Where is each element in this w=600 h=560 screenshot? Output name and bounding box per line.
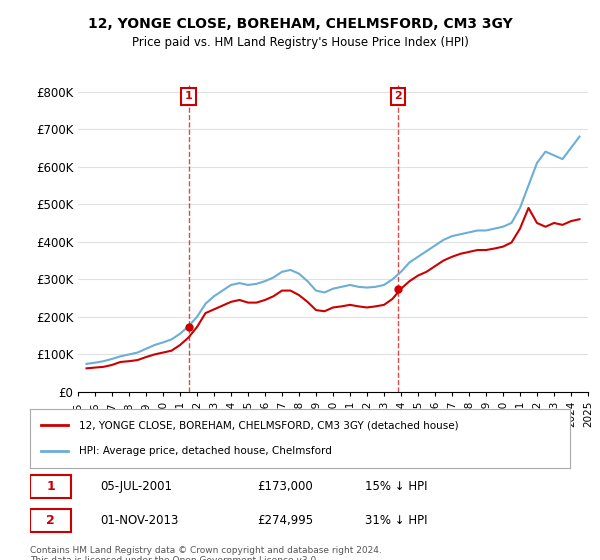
Text: 1: 1 bbox=[46, 480, 55, 493]
Text: Contains HM Land Registry data © Crown copyright and database right 2024.
This d: Contains HM Land Registry data © Crown c… bbox=[30, 546, 382, 560]
Text: 12, YONGE CLOSE, BOREHAM, CHELMSFORD, CM3 3GY (detached house): 12, YONGE CLOSE, BOREHAM, CHELMSFORD, CM… bbox=[79, 420, 458, 430]
Text: HPI: Average price, detached house, Chelmsford: HPI: Average price, detached house, Chel… bbox=[79, 446, 331, 456]
Text: 1: 1 bbox=[185, 91, 193, 101]
FancyBboxPatch shape bbox=[30, 508, 71, 531]
Text: 05-JUL-2001: 05-JUL-2001 bbox=[100, 480, 172, 493]
Text: 2: 2 bbox=[46, 514, 55, 526]
Text: 31% ↓ HPI: 31% ↓ HPI bbox=[365, 514, 427, 526]
Text: £173,000: £173,000 bbox=[257, 480, 313, 493]
FancyBboxPatch shape bbox=[30, 475, 71, 498]
Text: 2: 2 bbox=[394, 91, 402, 101]
Text: 01-NOV-2013: 01-NOV-2013 bbox=[100, 514, 179, 526]
Text: £274,995: £274,995 bbox=[257, 514, 313, 526]
Text: 12, YONGE CLOSE, BOREHAM, CHELMSFORD, CM3 3GY: 12, YONGE CLOSE, BOREHAM, CHELMSFORD, CM… bbox=[88, 17, 512, 31]
Text: 15% ↓ HPI: 15% ↓ HPI bbox=[365, 480, 427, 493]
Text: Price paid vs. HM Land Registry's House Price Index (HPI): Price paid vs. HM Land Registry's House … bbox=[131, 36, 469, 49]
